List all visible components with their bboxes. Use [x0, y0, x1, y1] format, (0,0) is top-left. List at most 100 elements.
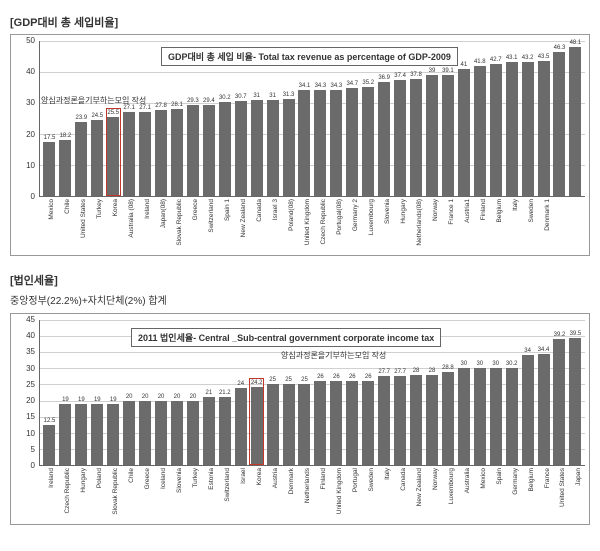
bar [314, 90, 326, 196]
xtick-label: Denmark [288, 468, 295, 494]
bar-value: 25 [285, 377, 292, 383]
bar [187, 105, 199, 196]
xtick-label: Greece [144, 468, 151, 489]
bar-value: 31.3 [283, 92, 295, 98]
bar [91, 120, 103, 196]
chart2-subtitle: 중앙정부(22.2%)+자치단체(2%) 합계 [10, 292, 590, 307]
bar [43, 142, 55, 196]
bar-value: 30 [492, 361, 499, 367]
xtick-label: Switzerland [224, 468, 231, 502]
xtick-label: Slovak Republic [112, 468, 119, 515]
bar-value: 30.2 [219, 95, 231, 101]
bar [219, 397, 231, 465]
bar [346, 88, 358, 196]
xtick-label: Chile [64, 199, 71, 214]
bar [235, 388, 247, 465]
xtick-label: France 1 [448, 199, 455, 225]
bar-value: 35.2 [362, 80, 374, 86]
bar [267, 100, 279, 196]
ytick: 0 [11, 461, 35, 470]
bar-value: 26 [349, 374, 356, 380]
bar-value: 34.4 [538, 347, 550, 353]
xtick-label: Ireland [144, 199, 151, 219]
xtick-label: Hungary [400, 199, 407, 224]
bar-value: 39 [429, 68, 436, 74]
xtick-label: Portugal [352, 468, 359, 492]
bar [123, 112, 135, 196]
chart1: 0102030405017.518.223.924.525.527.127.12… [10, 34, 590, 256]
xtick-label: Austria1 [464, 199, 471, 223]
ytick: 45 [11, 315, 35, 324]
xtick-label: Austria [272, 468, 279, 488]
ytick: 50 [11, 36, 35, 45]
bar [75, 404, 87, 465]
xtick-label: Canada [400, 468, 407, 491]
xtick-label: Turkey [192, 468, 199, 488]
bar-value: 20 [174, 394, 181, 400]
xtick-label: Estonia [208, 468, 215, 490]
xtick-label: United Kingdom [336, 468, 343, 514]
chart-note: 양심과정론을기부하는모임 작성 [41, 95, 146, 106]
chart2-title: [법인세율] [10, 272, 590, 288]
xtick-label: Israel 3 [272, 199, 279, 220]
xtick-label: Netherlands [304, 468, 311, 503]
ytick: 0 [11, 192, 35, 201]
bar [442, 75, 454, 196]
bar-value: 42.7 [490, 57, 502, 63]
chart1-title: [GDP대비 총 세입비율] [10, 14, 590, 30]
bar [378, 376, 390, 465]
bar [362, 381, 374, 465]
bar [203, 397, 215, 465]
bar [203, 105, 215, 196]
bar-value: 37.4 [394, 73, 406, 79]
xtick-label: Japan [575, 468, 582, 486]
bar [330, 90, 342, 196]
ytick: 20 [11, 130, 35, 139]
bar-value: 26 [365, 374, 372, 380]
bar-value: 31 [253, 93, 260, 99]
bar-value: 17.5 [44, 135, 56, 141]
bar-value: 39.2 [554, 332, 566, 338]
xtick-label: Korea [256, 468, 263, 485]
bar-value: 48.1 [570, 40, 582, 46]
bar [362, 87, 374, 196]
ytick: 35 [11, 347, 35, 356]
xtick-label: Norway [432, 199, 439, 221]
xtick-label: Canada [256, 199, 263, 222]
bar-value: 41 [461, 62, 468, 68]
chart-caption: 2011 법인세율- Central _Sub-central governme… [131, 328, 441, 347]
bar-value: 30 [461, 361, 468, 367]
bar [314, 381, 326, 465]
bar [91, 404, 103, 465]
bar [59, 404, 71, 465]
bar [251, 100, 263, 196]
bar [474, 66, 486, 196]
bar-value: 21.2 [219, 390, 231, 396]
bar-value: 34.7 [346, 81, 358, 87]
xtick-label: Ireland [48, 468, 55, 488]
bar-value: 12.5 [44, 418, 56, 424]
xtick-label: Hungary [80, 468, 87, 493]
bar-value: 26 [317, 374, 324, 380]
xtick-label: Mexico [48, 199, 55, 220]
xtick-label: Poland [96, 468, 103, 488]
xtick-label: Belgium [496, 199, 503, 222]
xtick-label: Japan(08) [160, 199, 167, 228]
chart-caption: GDP대비 총 세입 비율- Total tax revenue as perc… [161, 47, 458, 66]
bar [298, 90, 310, 196]
bar [569, 47, 581, 196]
bar [426, 75, 438, 196]
bar-value: 26 [333, 374, 340, 380]
xtick-label: Sweden [528, 199, 535, 223]
xtick-label: Netherlands(08) [416, 199, 423, 246]
bar [330, 381, 342, 465]
xtick-label: Greece [192, 199, 199, 220]
bar-value: 20 [142, 394, 149, 400]
ytick: 25 [11, 380, 35, 389]
xtick-label: Poland(08) [288, 199, 295, 231]
bar-value: 34.1 [299, 83, 311, 89]
bar-value: 28.8 [442, 365, 454, 371]
bar [171, 109, 183, 196]
bar-value: 30.2 [506, 361, 518, 367]
bar-value: 21 [206, 390, 213, 396]
